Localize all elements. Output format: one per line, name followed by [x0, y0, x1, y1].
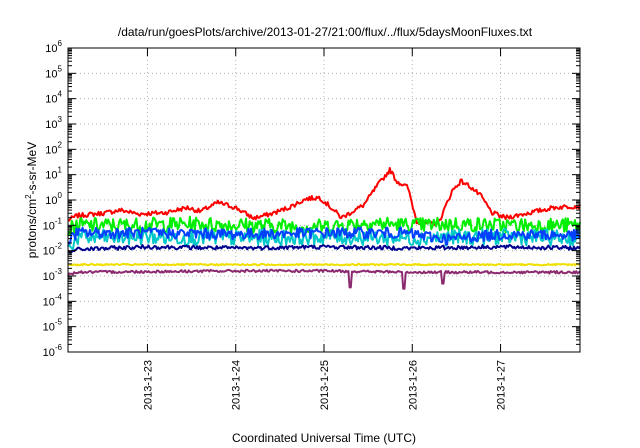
series-line-6 [67, 262, 581, 267]
x-tick-label: 2013-1-26 [407, 360, 419, 410]
y-tick-label: 100 [45, 191, 62, 207]
y-tick-base: 10 [43, 296, 55, 308]
y-axis-label-main: protons/cm [25, 199, 39, 258]
y-tick-base: 10 [43, 220, 55, 232]
x-tick-label: 2013-1-23 [142, 360, 154, 410]
y-tick-exp: 0 [58, 191, 63, 200]
y-axis-label: protons/cm2-s-sr-MeV [24, 142, 39, 258]
x-tick-label: 2013-1-27 [496, 360, 508, 410]
y-tick-exp: -4 [55, 292, 63, 301]
y-tick-base: 10 [45, 144, 57, 156]
y-tick-base: 10 [43, 322, 55, 334]
y-tick-label: 10-5 [43, 318, 63, 334]
y-tick-base: 10 [43, 347, 55, 359]
y-tick-base: 10 [43, 271, 55, 283]
y-tick-label: 101 [45, 166, 62, 182]
series-line-1 [67, 167, 581, 227]
y-tick-label: 105 [45, 64, 62, 80]
y-axis-ticks: 10-610-510-410-310-210-11001011021031041… [43, 39, 580, 359]
grid [68, 48, 580, 352]
y-tick-exp: -2 [55, 242, 63, 251]
y-tick-label: 102 [45, 140, 62, 156]
y-tick-exp: 1 [58, 166, 63, 175]
y-tick-exp: -1 [55, 216, 63, 225]
y-tick-label: 10-2 [43, 242, 63, 258]
y-tick-base: 10 [43, 246, 55, 258]
y-tick-exp: 6 [58, 39, 63, 48]
y-tick-exp: 4 [58, 90, 63, 99]
y-tick-exp: -6 [55, 343, 63, 352]
y-axis-label-rest: -s-sr-MeV [25, 142, 39, 195]
y-tick-label: 10-1 [43, 216, 63, 232]
series-line-7 [67, 268, 581, 290]
series-line-4 [67, 226, 581, 246]
y-tick-base: 10 [45, 68, 57, 80]
series-line-5 [67, 244, 581, 254]
y-tick-label: 106 [45, 39, 62, 55]
y-tick-base: 10 [45, 43, 57, 55]
y-tick-exp: -5 [55, 318, 63, 327]
y-axis-label-sup: 2 [24, 194, 33, 199]
y-tick-base: 10 [45, 195, 57, 207]
x-tick-label: 2013-1-25 [319, 360, 331, 410]
y-tick-base: 10 [45, 170, 57, 182]
data-series [67, 167, 581, 290]
y-tick-label: 104 [45, 90, 62, 106]
y-tick-base: 10 [45, 119, 57, 131]
y-tick-label: 103 [45, 115, 62, 131]
y-tick-label: 10-3 [43, 267, 63, 283]
y-tick-exp: 3 [58, 115, 63, 124]
x-axis-ticks: 2013-1-23 2013-1-24 2013-1-25 2013-1-26 2013… [142, 48, 508, 410]
x-axis-label: Coordinated Universal Time (UTC) [232, 431, 416, 445]
y-tick-exp: -3 [55, 267, 63, 276]
y-tick-exp: 5 [58, 64, 63, 73]
chart-title: /data/run/goesPlots/archive/2013-01-27/2… [118, 25, 533, 39]
y-tick-label: 10-4 [43, 292, 63, 308]
series-line-2 [67, 215, 581, 237]
y-tick-label: 10-6 [43, 343, 63, 359]
y-tick-base: 10 [45, 94, 57, 106]
x-tick-label: 2013-1-24 [231, 360, 243, 410]
y-tick-exp: 2 [58, 140, 63, 149]
